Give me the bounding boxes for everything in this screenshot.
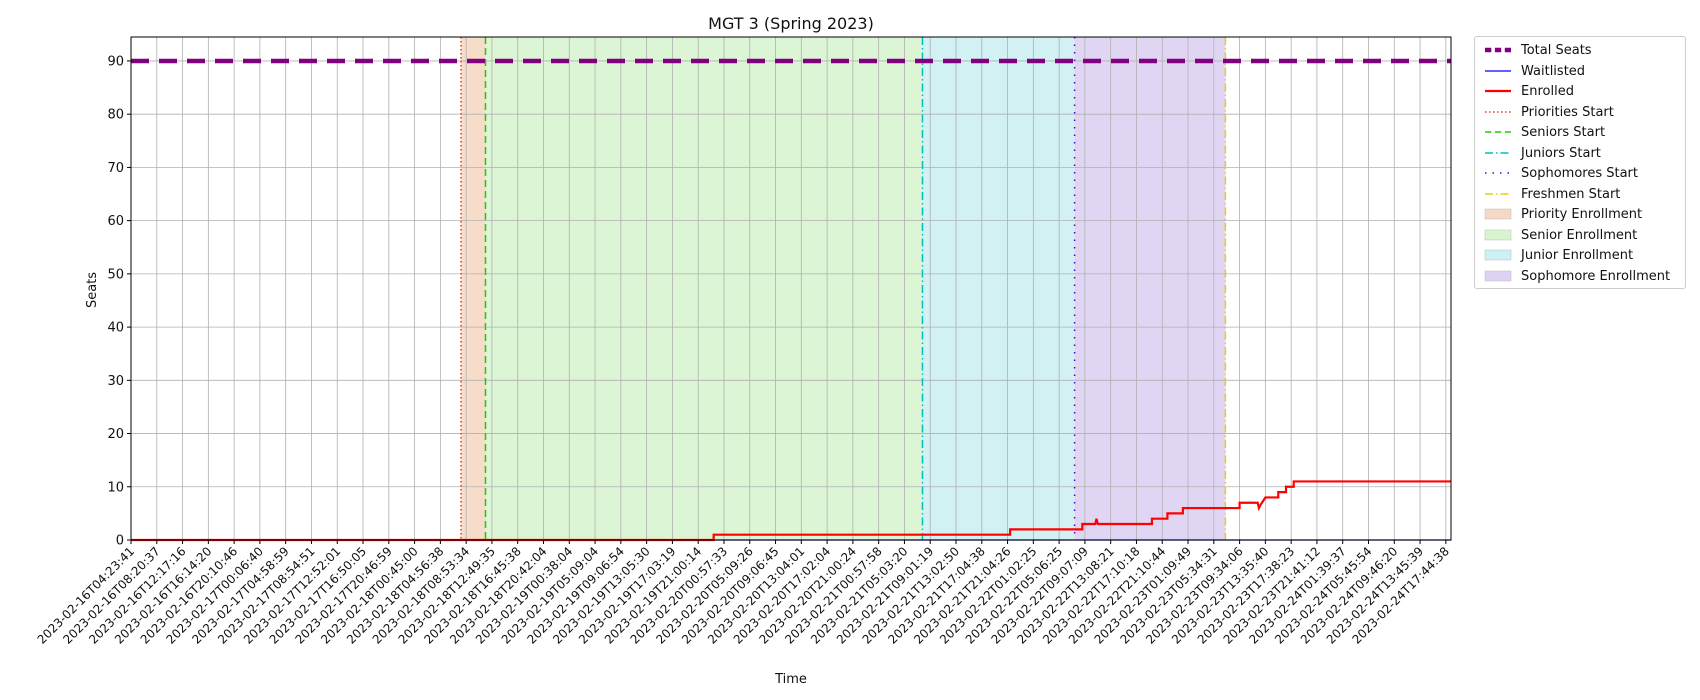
legend-entry: Seniors Start (1475, 123, 1685, 143)
enrollment-spans (461, 37, 1226, 540)
legend-entry: Priority Enrollment (1475, 205, 1685, 225)
legend: Total Seats Waitlisted Enrolled Priorities … (1474, 36, 1686, 289)
y-tick-label: 30 (107, 374, 124, 389)
legend-label: Waitlisted (1521, 63, 1586, 79)
legend-label: Total Seats (1521, 43, 1592, 58)
legend-entry: Freshmen Start (1475, 185, 1685, 205)
legend-label: Priority Enrollment (1521, 207, 1643, 222)
plot-frame (130, 36, 1452, 541)
series-enrolled (131, 480, 1451, 542)
legend-label: Juniors Start (1521, 145, 1601, 161)
legend-label: Seniors Start (1521, 125, 1606, 140)
y-tick-label: 50 (107, 267, 124, 282)
legend-label: Sophomore Enrollment (1521, 268, 1671, 284)
legend-entry: Enrolled (1475, 82, 1685, 102)
legend-label: Senior Enrollment (1521, 227, 1638, 243)
legend-swatch (1485, 110, 1511, 113)
legend-entry: Priorities Start (1475, 103, 1685, 123)
y-tick-labels: 0 10 20 30 40 50 60 70 80 90 (107, 54, 131, 549)
x-axis-label: Time (774, 672, 807, 687)
chart-title: MGT 3 (Spring 2023) (708, 14, 874, 33)
legend-swatch (1484, 208, 1512, 220)
legend-entry: Total Seats (1475, 41, 1685, 61)
legend-swatch (1485, 131, 1511, 133)
legend-entry: Senior Enrollment (1475, 226, 1685, 246)
legend-entry: Sophomores Start (1475, 164, 1685, 184)
legend-entry: Junior Enrollment (1475, 246, 1685, 266)
legend-swatch (1485, 89, 1511, 93)
y-tick-label: 90 (107, 54, 124, 69)
span-junior-enrollment (922, 37, 1075, 540)
y-tick-label: 60 (107, 214, 124, 229)
legend-swatch (1484, 229, 1512, 240)
y-tick-label: 20 (107, 427, 124, 442)
x-tick-labels: 2023-02-16T04:23:412023-02-16T08:20:3720… (35, 540, 1452, 647)
legend-swatch (1485, 151, 1511, 154)
y-tick-label: 10 (107, 480, 124, 495)
legend-swatch (1485, 47, 1511, 53)
y-axis-label: Seats (85, 272, 100, 308)
span-senior-enrollment (485, 37, 923, 540)
y-tick-label: 80 (107, 108, 124, 123)
y-tick-label: 70 (107, 161, 124, 176)
legend-entry: Sophomore Enrollment (1475, 267, 1685, 287)
y-tick-label: 40 (107, 321, 124, 336)
legend-swatch (1485, 192, 1511, 195)
span-sophomore-enrollment (1074, 37, 1226, 540)
phase-start-lines (460, 37, 1227, 540)
legend-label: Freshmen Start (1521, 186, 1621, 202)
legend-swatch (1484, 270, 1512, 281)
legend-entry: Waitlisted (1475, 62, 1685, 82)
legend-swatch (1485, 172, 1511, 174)
legend-label: Priorities Start (1521, 104, 1614, 120)
legend-swatch (1484, 249, 1512, 261)
legend-entry: Juniors Start (1475, 144, 1685, 164)
legend-swatch (1485, 69, 1511, 72)
y-tick-label: 0 (116, 534, 124, 549)
span-priority-enrollment (461, 37, 486, 540)
legend-label: Enrolled (1521, 84, 1574, 99)
legend-label: Junior Enrollment (1521, 248, 1634, 263)
legend-label: Sophomores Start (1521, 166, 1638, 181)
